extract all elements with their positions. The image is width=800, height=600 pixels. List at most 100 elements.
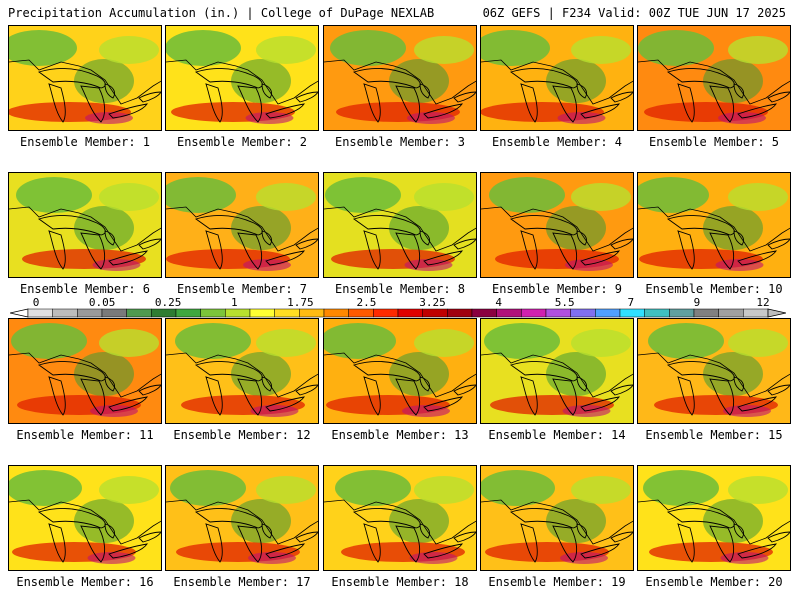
legend-tick-label: 7 (627, 296, 635, 309)
legend-swatch (521, 308, 547, 318)
ensemble-member-map (323, 465, 477, 571)
legend-tick-label: 3.25 (419, 296, 446, 309)
legend-swatch (348, 308, 374, 318)
legend-tick-label: 2.5 (356, 296, 377, 309)
legend-swatch (619, 308, 645, 318)
precip-map (638, 466, 790, 570)
ensemble-member-label: Ensemble Member: 7 (176, 282, 308, 296)
ensemble-member-label: Ensemble Member: 17 (173, 575, 311, 589)
legend-swatch (175, 308, 201, 318)
precip-map (166, 173, 318, 277)
legend-swatch (373, 308, 399, 318)
ensemble-member-map (637, 465, 791, 571)
legend-swatch (447, 308, 473, 318)
legend-swatch (669, 308, 695, 318)
legend-swatch (225, 308, 251, 318)
chart-title: Precipitation Accumulation (in.) | Colle… (8, 6, 435, 20)
ensemble-member-map (165, 318, 319, 424)
legend-swatch (422, 308, 448, 318)
precip-map (481, 466, 633, 570)
precip-map (324, 173, 476, 277)
ensemble-member-map (8, 465, 162, 571)
precip-map (324, 319, 476, 423)
legend-tick-label: 1 (230, 296, 238, 309)
legend-swatch (27, 308, 53, 318)
precip-map (638, 173, 790, 277)
legend-swatch (52, 308, 78, 318)
ensemble-member-map (323, 25, 477, 131)
legend-tick-label: 4 (495, 296, 502, 309)
legend-swatch (151, 308, 177, 318)
legend-swatch (77, 308, 103, 318)
legend-swatch (644, 308, 670, 318)
ensemble-member-label: Ensemble Member: 12 (173, 428, 311, 442)
ensemble-member-map (165, 172, 319, 278)
ensemble-member-label: Ensemble Member: 5 (648, 135, 780, 149)
legend-tick-label: 0.25 (154, 296, 182, 309)
precip-map (481, 26, 633, 130)
ensemble-member-label: Ensemble Member: 1 (19, 135, 151, 149)
ensemble-member-label: Ensemble Member: 19 (488, 575, 626, 589)
ensemble-member-label: Ensemble Member: 4 (491, 135, 623, 149)
legend-tick-label: 12 (756, 296, 770, 309)
ensemble-member-label: Ensemble Member: 6 (19, 282, 151, 296)
ensemble-member-map (637, 172, 791, 278)
ensemble-member-map (165, 25, 319, 131)
legend-swatch (274, 308, 300, 318)
precip-map (9, 173, 161, 277)
precip-map (638, 26, 790, 130)
legend-swatch (718, 308, 744, 318)
ensemble-member-map (637, 318, 791, 424)
legend-swatch (101, 308, 127, 318)
ensemble-member-label: Ensemble Member: 18 (331, 575, 469, 589)
legend-swatch (693, 308, 719, 318)
ensemble-member-label: Ensemble Member: 14 (488, 428, 626, 442)
precip-map (9, 26, 161, 130)
legend-swatch (323, 308, 349, 318)
ensemble-member-label: Ensemble Member: 13 (331, 428, 469, 442)
precip-map (166, 26, 318, 130)
precip-map (638, 319, 790, 423)
legend-tick-label: 5.5 (554, 296, 575, 309)
ensemble-member-map (8, 25, 162, 131)
legend-swatch (471, 308, 497, 318)
ensemble-member-label: Ensemble Member: 8 (334, 282, 466, 296)
precip-map (481, 173, 633, 277)
ensemble-member-map (323, 172, 477, 278)
legend-swatch (570, 308, 596, 318)
legend-tick-label: 0.05 (88, 296, 116, 309)
precip-map (324, 466, 476, 570)
run-info: 06Z GEFS | F234 Valid: 00Z TUE JUN 17 20… (482, 6, 786, 20)
color-legend-bar (10, 308, 786, 318)
legend-swatch (595, 308, 621, 318)
legend-swatch (496, 308, 522, 318)
legend-swatch (200, 308, 226, 318)
ensemble-member-label: Ensemble Member: 20 (645, 575, 783, 589)
ensemble-member-map (480, 465, 634, 571)
legend-tick-label: 9 (693, 296, 701, 309)
ensemble-member-label: Ensemble Member: 9 (491, 282, 623, 296)
legend-swatch (397, 308, 423, 318)
ensemble-member-map (637, 25, 791, 131)
ensemble-member-label: Ensemble Member: 16 (16, 575, 154, 589)
ensemble-member-label: Ensemble Member: 10 (645, 282, 783, 296)
ensemble-member-map (480, 318, 634, 424)
ensemble-member-map (323, 318, 477, 424)
precip-map (481, 319, 633, 423)
ensemble-member-map (8, 172, 162, 278)
precip-map (324, 26, 476, 130)
legend-tick-label: 1.75 (287, 296, 314, 309)
ensemble-member-label: Ensemble Member: 11 (16, 428, 154, 442)
legend-swatch (545, 308, 571, 318)
ensemble-member-map (480, 172, 634, 278)
legend-swatch (126, 308, 152, 318)
precip-map (9, 466, 161, 570)
ensemble-member-label: Ensemble Member: 15 (645, 428, 783, 442)
precip-map (9, 319, 161, 423)
legend-swatch (249, 308, 275, 318)
ensemble-member-label: Ensemble Member: 3 (334, 135, 466, 149)
ensemble-member-map (8, 318, 162, 424)
legend-swatch (743, 308, 769, 318)
legend-swatch (299, 308, 325, 318)
ensemble-member-map (480, 25, 634, 131)
